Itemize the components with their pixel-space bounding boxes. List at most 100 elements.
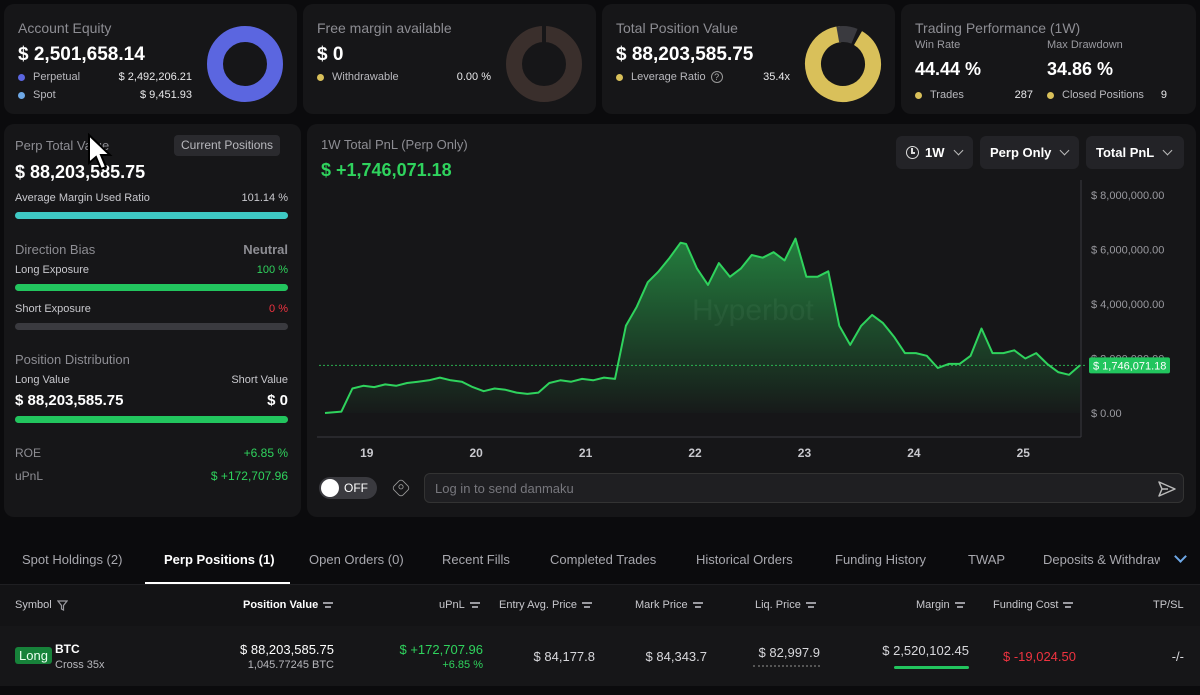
chevron-down-icon (1162, 145, 1173, 156)
free-margin-card: Free margin available $ 0 Withdrawable 0… (303, 4, 596, 114)
short-exposure-label: Short Exposure (15, 303, 91, 315)
account-equity-value: $ 2,501,658.14 (18, 44, 145, 65)
long-value: $ 88,203,585.75 (15, 392, 124, 409)
distribution-bar (15, 416, 288, 423)
legend-withdrawable: Withdrawable (317, 71, 399, 83)
sort-icon (692, 601, 703, 609)
header-mark-price[interactable]: Mark Price (635, 599, 703, 611)
closed-positions-value: 9 (1160, 89, 1167, 101)
danmaku-toggle[interactable]: OFF (319, 477, 377, 499)
table-row[interactable]: Long BTC Cross 35x $ 88,203,585.75 1,045… (0, 626, 1200, 686)
legend-closed-positions: Closed Positions (1047, 89, 1144, 101)
upnl-percent: +6.85 % (442, 659, 483, 671)
position-size: 1,045.77245 BTC (247, 659, 334, 671)
long-exposure-bar (15, 284, 288, 291)
metric-dropdown[interactable]: Total PnL (1086, 136, 1184, 169)
perpetual-value: $ 2,492,206.21 (118, 71, 192, 83)
scope-dropdown[interactable]: Perp Only (980, 136, 1079, 169)
sort-icon (582, 601, 593, 609)
win-rate-label: Win Rate (915, 39, 961, 51)
header-upnl[interactable]: uPnL (439, 599, 480, 611)
tab-recent-fills[interactable]: Recent Fills (442, 552, 510, 567)
x-tick-label: 22 (688, 446, 702, 460)
filter-icon[interactable] (56, 599, 68, 611)
direction-bias-label: Direction Bias (15, 242, 96, 257)
margin-ratio-bar (15, 212, 288, 219)
tab-open-orders[interactable]: Open Orders (0) (309, 552, 404, 567)
upnl-value: $ +172,707.96 (210, 469, 288, 483)
perp-total-title: Perp Total Value (15, 138, 110, 153)
sort-icon (323, 601, 334, 609)
liq-price-underline (753, 665, 820, 667)
header-position-value[interactable]: Position Value (243, 599, 334, 611)
info-icon[interactable]: ? (710, 71, 723, 83)
y-tick-label: $ 8,000,000.00 (1091, 190, 1164, 202)
x-tick-label: 20 (470, 446, 484, 460)
sort-icon (805, 601, 816, 609)
short-value: $ 0 (267, 392, 288, 409)
header-entry-price[interactable]: Entry Avg. Price (499, 599, 593, 611)
roe-label: ROE (15, 446, 42, 460)
danmaku-input[interactable]: Log in to send danmaku (424, 473, 1184, 503)
long-exposure-value: 100 % (256, 264, 288, 276)
account-equity-title: Account Equity (18, 20, 112, 36)
upnl-label: uPnL (15, 469, 44, 483)
chart-title: 1W Total PnL (Perp Only) (321, 137, 468, 152)
tpsl-value[interactable]: -/- (1171, 649, 1184, 664)
toggle-label: OFF (344, 481, 368, 495)
direction-bias-value: Neutral (243, 242, 288, 257)
total-position-title: Total Position Value (616, 20, 738, 36)
current-positions-button[interactable]: Current Positions (174, 135, 281, 156)
cross-leverage: Cross 35x (55, 659, 105, 671)
perp-summary-panel: Perp Total Value Current Positions $ 88,… (4, 124, 301, 517)
account-equity-card: Account Equity $ 2,501,658.14 Perpetual … (4, 4, 297, 114)
clock-icon (906, 146, 919, 159)
symbol-name[interactable]: BTC (55, 642, 80, 656)
position-distribution-label: Position Distribution (15, 352, 130, 367)
tab-historical-orders[interactable]: Historical Orders (696, 552, 793, 567)
header-tpsl: TP/SL (1153, 599, 1184, 611)
long-exposure-label: Long Exposure (15, 264, 89, 276)
tab-perp-positions[interactable]: Perp Positions (1) (164, 552, 275, 567)
margin-value: $ 2,520,102.45 (882, 643, 969, 658)
legend-trades: Trades (915, 89, 964, 101)
header-funding-cost[interactable]: Funding Cost (993, 599, 1074, 611)
mark-price: $ 84,343.7 (645, 649, 707, 664)
y-tick-label: $ 0.00 (1091, 408, 1122, 420)
chevron-down-icon (1059, 145, 1070, 156)
header-symbol[interactable]: Symbol (15, 599, 68, 611)
mouse-cursor-icon (88, 133, 113, 171)
trading-performance-card: Trading Performance (1W) Win Rate 44.44 … (901, 4, 1196, 114)
max-drawdown-value: 34.86 % (1047, 59, 1114, 79)
tab-spot-holdings[interactable]: Spot Holdings (2) (22, 552, 123, 567)
period-dropdown[interactable]: 1W (896, 136, 973, 169)
win-rate-value: 44.44 % (915, 59, 982, 79)
x-tick-label: 19 (360, 446, 374, 460)
sort-icon (469, 601, 480, 609)
trades-value: 287 (1014, 89, 1033, 101)
short-value-label: Short Value (231, 374, 288, 386)
tabs-more-chevron-icon[interactable] (1174, 550, 1187, 563)
free-margin-value: $ 0 (317, 44, 344, 65)
short-exposure-bar (15, 323, 288, 330)
danmaku-placeholder: Log in to send danmaku (435, 481, 574, 496)
header-liq-price[interactable]: Liq. Price (755, 599, 816, 611)
header-margin[interactable]: Margin (916, 599, 965, 611)
margin-donut (506, 26, 582, 102)
liq-price: $ 82,997.9 (758, 645, 820, 660)
tab-funding-history[interactable]: Funding History (835, 552, 927, 567)
leverage-value: 35.4x (763, 71, 790, 83)
tab-deposits-withdraw[interactable]: Deposits & Withdraw (1043, 552, 1160, 567)
free-margin-title: Free margin available (317, 20, 452, 36)
tab-twap[interactable]: TWAP (968, 552, 1006, 567)
pnl-area (325, 238, 1080, 413)
entry-price: $ 84,177.8 (533, 649, 595, 664)
margin-ratio-value: 101.14 % (241, 192, 288, 204)
total-position-value: $ 88,203,585.75 (616, 44, 754, 65)
performance-title: Trading Performance (1W) (915, 20, 1081, 36)
send-icon[interactable] (1157, 479, 1177, 499)
x-tick-label: 21 (579, 446, 593, 460)
sort-icon (954, 601, 965, 609)
tab-completed-trades[interactable]: Completed Trades (550, 552, 657, 567)
chart-pnl-value: $ +1,746,071.18 (321, 160, 452, 180)
